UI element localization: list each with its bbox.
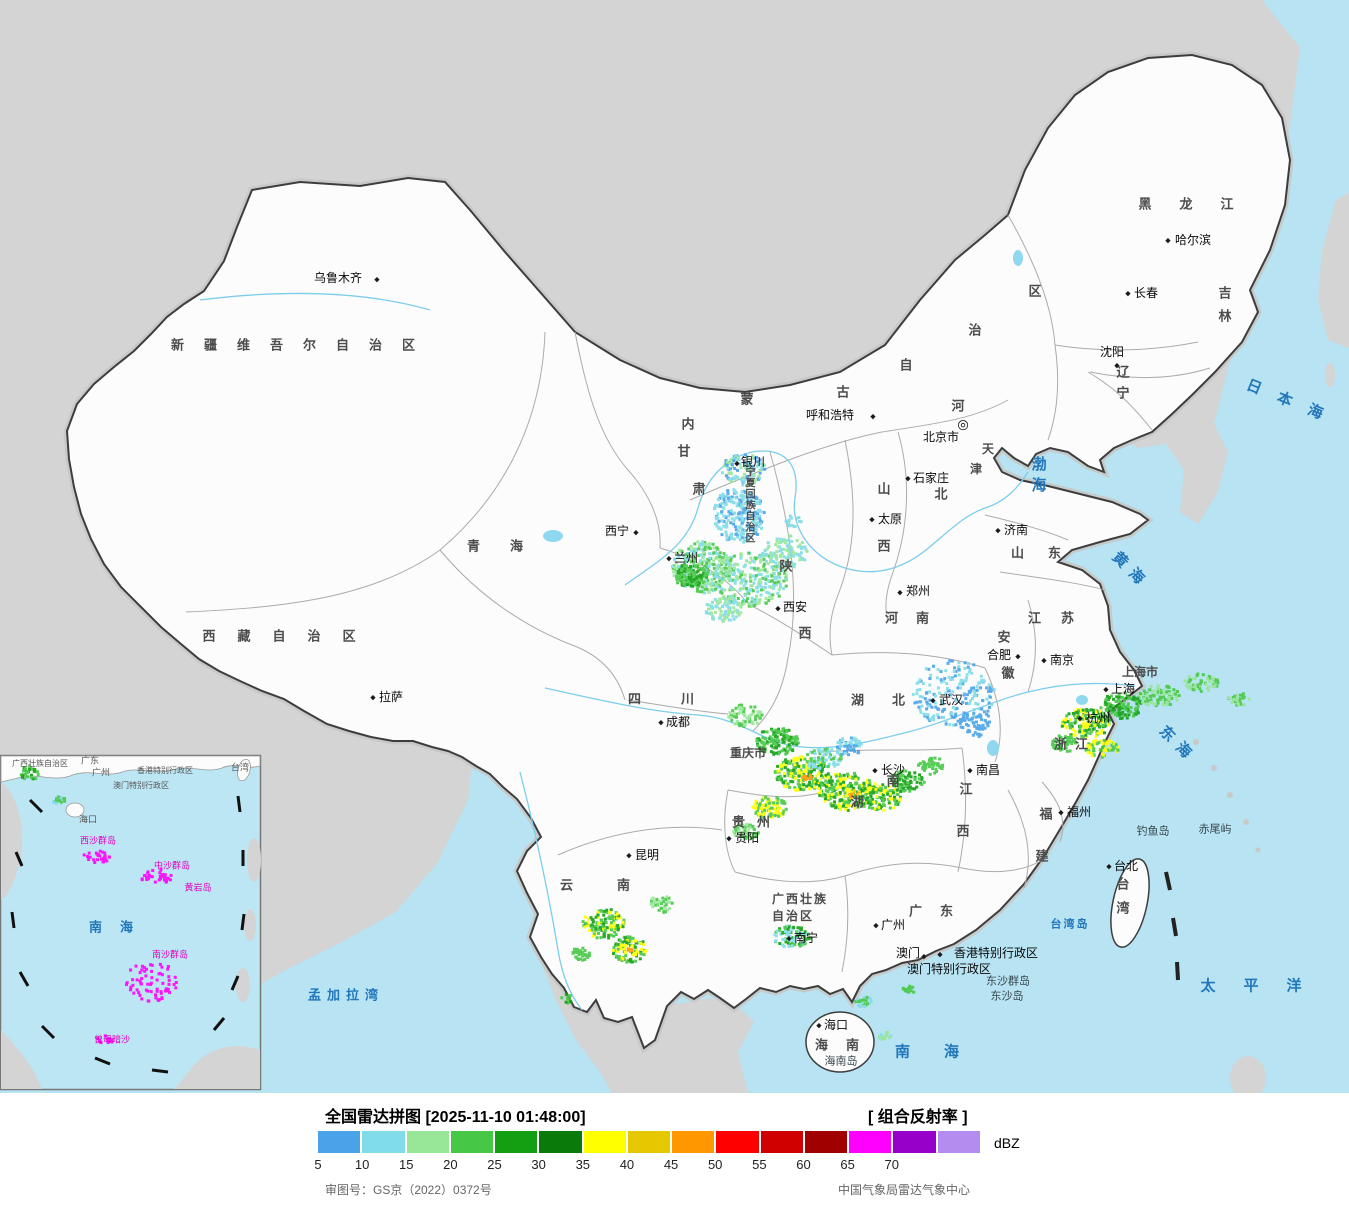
legend-tick: 35 — [575, 1157, 591, 1172]
legend-tick: 25 — [487, 1157, 502, 1172]
inset-borneo — [172, 1046, 260, 1090]
legend-swatch — [760, 1131, 803, 1153]
inset-philippines — [236, 838, 261, 1002]
legend-swatch — [849, 1131, 892, 1153]
japan-island — [1318, 192, 1349, 348]
legend-swatch — [937, 1131, 980, 1153]
legend-swatch — [362, 1131, 405, 1153]
legend-tick: 70 — [884, 1157, 899, 1172]
legend-tick: 55 — [752, 1157, 767, 1172]
lakes — [543, 250, 1088, 756]
hainan-island — [805, 1011, 875, 1073]
inset-china-coast — [0, 755, 261, 783]
map-title: 全国雷达拼图 [2025-11-10 01:48:00] — [325, 1109, 586, 1126]
color-scale-bar — [318, 1131, 980, 1153]
luzon-island — [1230, 1056, 1266, 1093]
legend-tick: 65 — [840, 1157, 855, 1172]
japan-island-south — [1325, 363, 1335, 387]
legend-swatch — [672, 1131, 715, 1153]
legend-swatch — [495, 1131, 538, 1153]
legend-tick: 15 — [399, 1157, 414, 1172]
legend-swatch — [893, 1131, 936, 1153]
legend-swatch — [539, 1131, 582, 1153]
legend-tick: 50 — [707, 1157, 723, 1172]
ryukyu-islands — [1193, 739, 1261, 853]
legend-swatch — [627, 1131, 671, 1153]
rivers — [199, 292, 1136, 1011]
legend-tick: 5 — [314, 1157, 322, 1172]
legend-swatch — [716, 1131, 759, 1153]
radar-echo-layer — [19, 453, 1251, 1045]
legend-swatch — [318, 1131, 361, 1153]
south-china-sea-inset — [0, 754, 262, 1091]
legend-tick: 45 — [663, 1157, 679, 1172]
legend-swatch — [450, 1131, 494, 1153]
inset-malay — [1, 1030, 42, 1089]
inset-hainan — [65, 802, 85, 818]
legend-tick: 30 — [531, 1157, 546, 1172]
legend-tick: 40 — [619, 1157, 635, 1172]
credit-label: 中国气象局雷达气象中心 — [838, 1183, 971, 1197]
taiwan-island — [1110, 858, 1150, 948]
legend-tick: 10 — [354, 1157, 370, 1172]
legend-tick: 20 — [443, 1157, 458, 1172]
legend-tick: 60 — [796, 1157, 811, 1172]
china-radar-map — [0, 0, 1349, 1093]
legend-swatch — [804, 1131, 848, 1153]
product-name: [ 组合反射率 ] — [868, 1109, 968, 1126]
inset-taiwan — [237, 758, 251, 782]
inset-vietnam — [1, 782, 23, 900]
inset-nine-dash-line — [10, 795, 246, 1074]
legend-panel: 全国雷达拼图 [2025-11-10 01:48:00] [ 组合反射率 ] d… — [0, 1093, 1349, 1208]
legend-swatch — [406, 1131, 449, 1153]
unit-label: dBZ — [994, 1135, 1020, 1151]
map-approval-number: 审图号：GS京（2022）0372号 — [325, 1183, 492, 1197]
color-scale-ticks: 5 10 15 20 25 30 35 40 45 50 55 60 65 70 — [314, 1157, 998, 1173]
legend-swatch — [583, 1131, 626, 1153]
maritime-boundary-dashes — [1164, 871, 1180, 981]
province-boundaries — [185, 214, 1211, 973]
